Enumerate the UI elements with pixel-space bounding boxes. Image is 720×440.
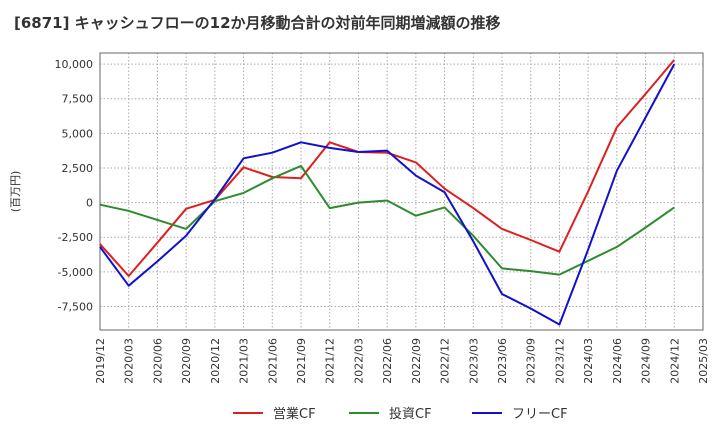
y-axis-ticks: -7,500 -5,000 -2,500 0 2,500 5,000 7,500 10,000 [55, 58, 94, 313]
x-tick-label: 2024/03 [582, 338, 595, 384]
x-tick-label: 2024/06 [611, 338, 624, 384]
x-tick-label: 2022/06 [381, 338, 394, 384]
legend-label: 投資CF [389, 406, 432, 422]
series-line-投資CF [99, 164, 675, 276]
x-axis-ticks: 2019/12 2020/03 2020/06 2020/09 2020/12 2021/… [94, 338, 710, 384]
x-tick-label: 2021/03 [238, 338, 251, 384]
series-line-営業CF [99, 59, 676, 277]
legend-label: 営業CF [273, 406, 316, 422]
legend-label: フリーCF [512, 407, 568, 422]
x-tick-label: 2020/09 [180, 338, 193, 384]
x-tick-label: 2021/09 [295, 338, 308, 384]
x-tick-label: 2025/03 [697, 338, 710, 384]
x-tick-label: 2021/12 [324, 338, 337, 384]
x-tick-label: 2020/12 [209, 338, 222, 384]
x-tick-label: 2022/09 [410, 338, 423, 384]
y-tick-label: -2,500 [58, 231, 93, 244]
y-tick-label: -7,500 [58, 300, 93, 313]
x-tick-label: 2022/03 [352, 338, 365, 384]
chart-title: [6871] キャッシュフローの12か月移動合計の対前年同期増減額の推移 [14, 14, 501, 32]
grid [100, 53, 703, 330]
x-tick-label: 2020/06 [151, 338, 164, 384]
x-tick-label: 2021/06 [266, 338, 279, 384]
x-tick-label: 2023/09 [525, 338, 538, 384]
x-tick-label: 2019/12 [94, 338, 107, 384]
x-tick-label: 2020/03 [123, 338, 136, 384]
x-tick-label: 2022/12 [439, 338, 452, 384]
x-tick-label: 2023/06 [496, 338, 509, 384]
x-tick-label: 2023/12 [553, 338, 566, 384]
y-tick-label: 0 [86, 197, 93, 210]
series-lines [99, 59, 676, 326]
x-tick-label: 2024/12 [668, 338, 681, 384]
y-tick-label: 7,500 [62, 93, 94, 106]
y-tick-label: 2,500 [62, 162, 94, 175]
plot-area [99, 52, 704, 331]
x-tick-label: 2023/03 [467, 338, 480, 384]
legend: 営業CF 投資CF フリーCF [233, 406, 568, 422]
y-tick-label: 10,000 [55, 58, 94, 71]
x-tick-label: 2024/09 [640, 338, 653, 384]
y-tick-label: -5,000 [58, 266, 93, 279]
y-tick-label: 5,000 [62, 127, 94, 140]
series-line-フリーCF [99, 63, 676, 326]
y-axis-label: (百万円) [9, 171, 22, 213]
